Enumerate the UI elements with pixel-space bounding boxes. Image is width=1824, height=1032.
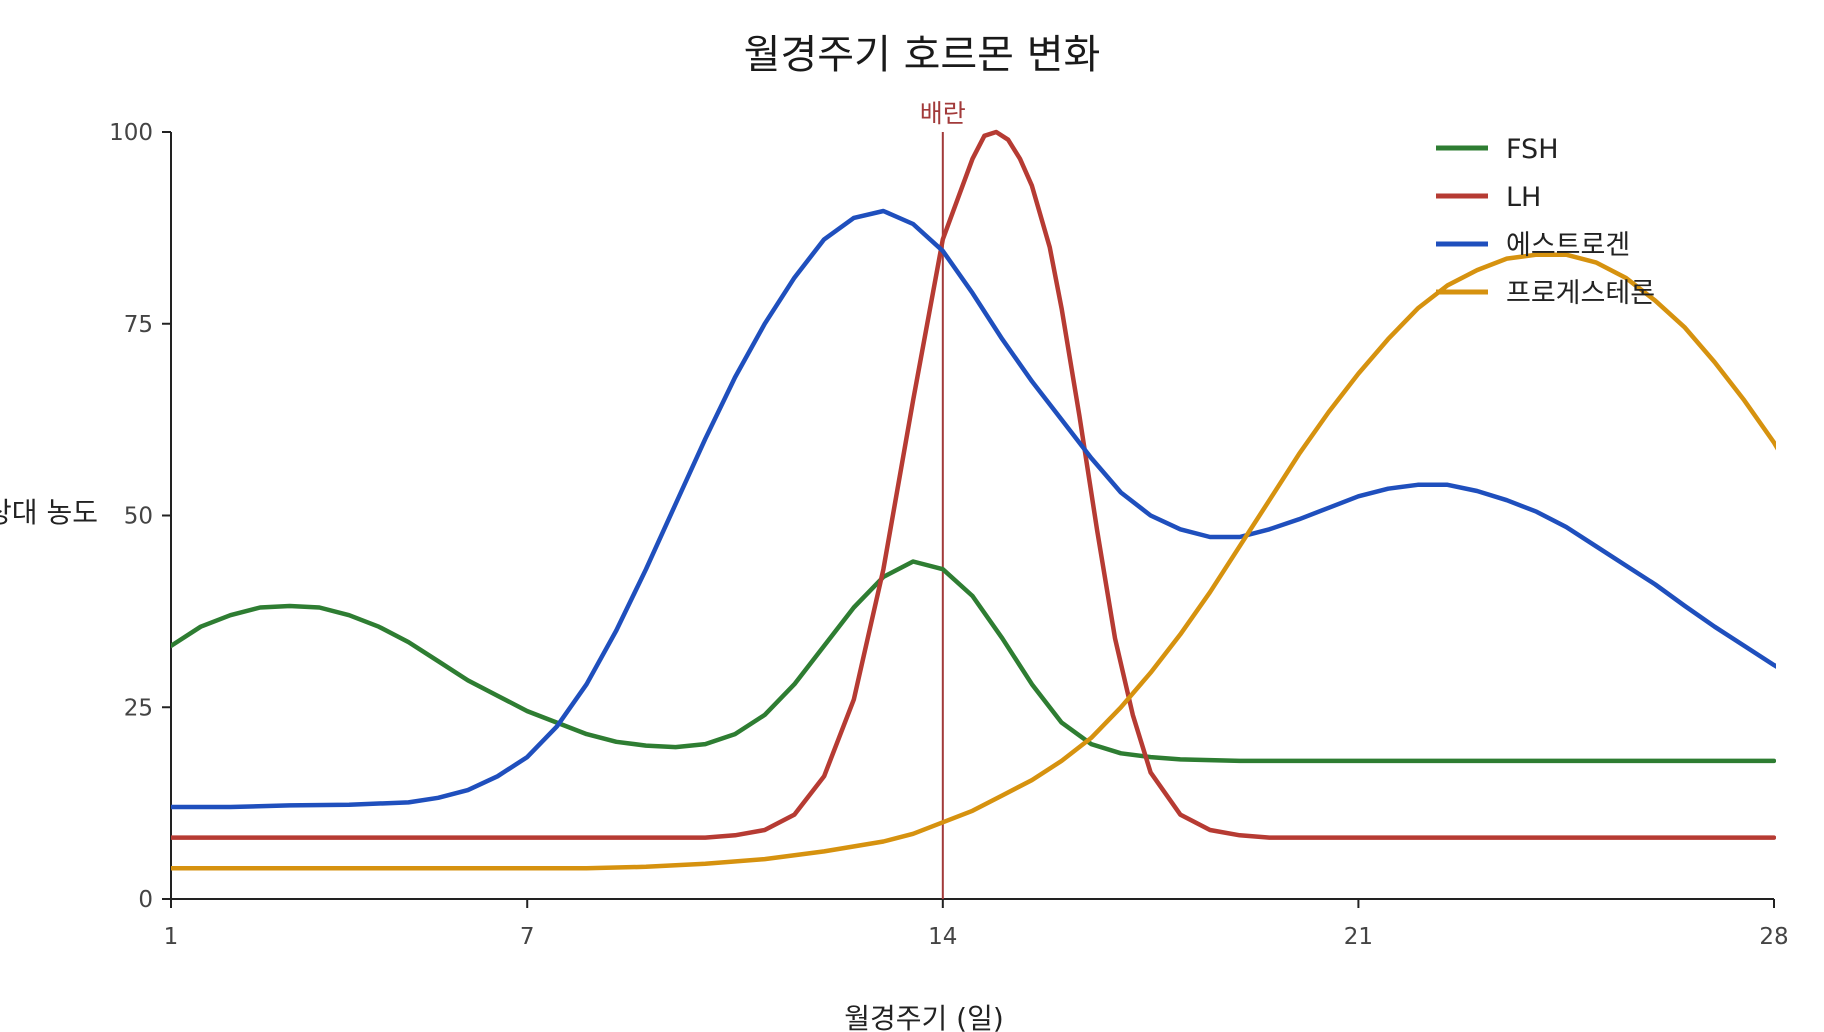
- ovulation-label: 배란: [920, 99, 966, 128]
- series-line: [171, 129, 1776, 840]
- x-tick-label: 14: [928, 924, 957, 950]
- legend-label: 프로게스테론: [1506, 278, 1655, 309]
- series-line: [171, 559, 1776, 764]
- y-axis-label: 상대 농도: [0, 496, 98, 529]
- x-tick-label: 1: [164, 924, 179, 950]
- ovulation-annotation: 배란: [920, 99, 966, 899]
- legend-label: 에스트로겐: [1506, 230, 1630, 261]
- series-line: [171, 252, 1776, 871]
- legend-label: LH: [1506, 182, 1541, 213]
- y-ticks: 0 25 50 75 100: [109, 120, 171, 913]
- x-tick-label: 7: [520, 924, 535, 950]
- y-tick-label: 75: [124, 312, 153, 338]
- x-tick-label: 28: [1759, 924, 1788, 950]
- x-tick-label: 21: [1344, 924, 1373, 950]
- y-tick-label: 50: [124, 504, 153, 530]
- y-tick-label: 100: [109, 120, 153, 146]
- x-axis-label: 월경주기 (일): [844, 1002, 1004, 1032]
- chart-title: 월경주기 호르몬 변화: [744, 32, 1101, 78]
- legend-label: FSH: [1506, 134, 1559, 165]
- y-tick-label: 0: [138, 887, 153, 913]
- series-line: [171, 208, 1776, 810]
- x-ticks: 1 7 14 21 28: [164, 899, 1789, 950]
- y-tick-label: 25: [124, 695, 153, 721]
- series-lines: [171, 129, 1776, 871]
